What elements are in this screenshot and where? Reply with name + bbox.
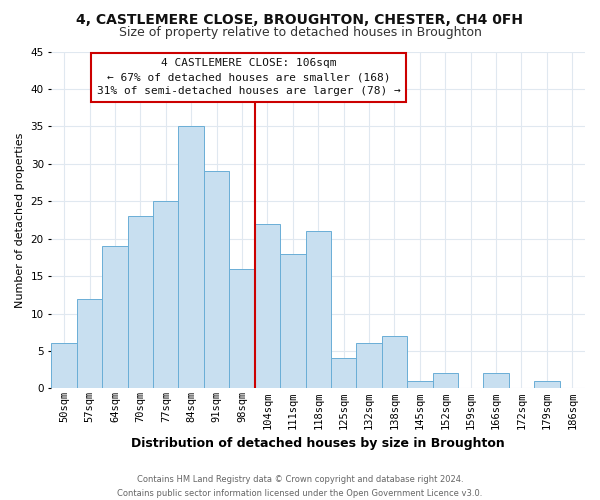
Bar [356,344,382,388]
Bar [255,224,280,388]
Bar [178,126,204,388]
Bar [382,336,407,388]
Bar [229,268,255,388]
Bar [153,201,178,388]
Text: Contains HM Land Registry data © Crown copyright and database right 2024.
Contai: Contains HM Land Registry data © Crown c… [118,476,482,498]
Text: 4 CASTLEMERE CLOSE: 106sqm
← 67% of detached houses are smaller (168)
31% of sem: 4 CASTLEMERE CLOSE: 106sqm ← 67% of deta… [97,58,401,96]
Bar [280,254,305,388]
Bar [407,381,433,388]
Bar [331,358,356,388]
Bar [433,374,458,388]
Bar [204,172,229,388]
Text: 4, CASTLEMERE CLOSE, BROUGHTON, CHESTER, CH4 0FH: 4, CASTLEMERE CLOSE, BROUGHTON, CHESTER,… [77,12,523,26]
Text: Size of property relative to detached houses in Broughton: Size of property relative to detached ho… [119,26,481,39]
Bar [52,344,77,388]
X-axis label: Distribution of detached houses by size in Broughton: Distribution of detached houses by size … [131,437,505,450]
Bar [484,374,509,388]
Y-axis label: Number of detached properties: Number of detached properties [15,132,25,308]
Bar [128,216,153,388]
Bar [534,381,560,388]
Bar [77,298,102,388]
Bar [305,231,331,388]
Bar [102,246,128,388]
